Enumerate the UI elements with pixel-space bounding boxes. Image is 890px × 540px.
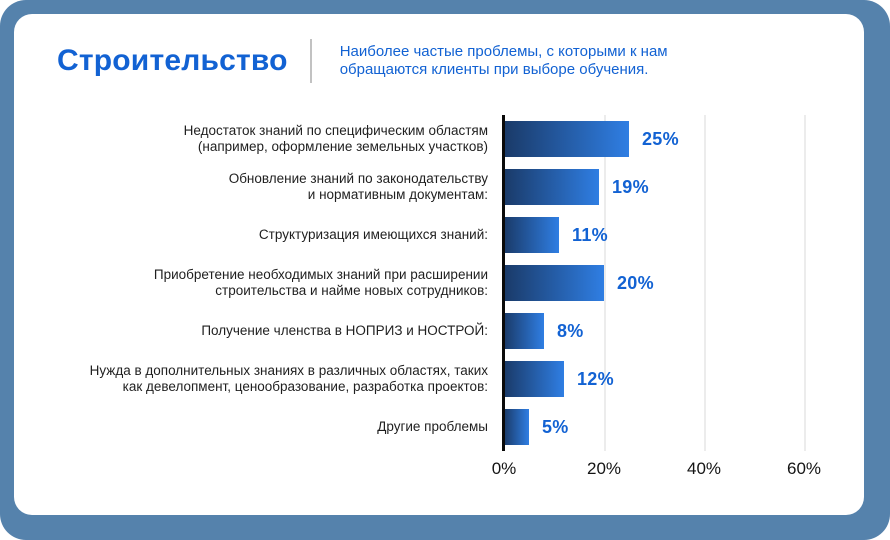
- bar-row: Нужда в дополнительных знаниях в различн…: [14, 361, 864, 397]
- bar: [504, 121, 629, 157]
- bar: [504, 409, 529, 445]
- x-axis: 0% 20% 40% 60%: [492, 459, 864, 485]
- value-label: 5%: [542, 416, 569, 437]
- bar-row: Обновление знаний по законодательству и …: [14, 169, 864, 205]
- bar-row: Приобретение необходимых знаний при расш…: [14, 265, 864, 301]
- gridline-20: [604, 115, 606, 451]
- category-label: Получение членства в НОПРИЗ и НОСТРОЙ:: [201, 323, 488, 338]
- bar-row: Получение членства в НОПРИЗ и НОСТРОЙ: 8…: [14, 313, 864, 349]
- bar: [504, 313, 544, 349]
- bar-row: Структуризация имеющихся знаний: 11%: [14, 217, 864, 253]
- bar-row: Другие проблемы 5%: [14, 409, 864, 445]
- gridline-40: [704, 115, 706, 451]
- value-label: 11%: [572, 224, 608, 245]
- chart-subtitle: Наиболее частые проблемы, с которыми к н…: [339, 43, 668, 78]
- value-label: 12%: [577, 368, 614, 389]
- bar: [504, 265, 604, 301]
- category-label: Структуризация имеющихся знаний:: [258, 227, 488, 242]
- category-label: Приобретение необходимых знаний при расш…: [153, 267, 488, 298]
- bar: [504, 361, 564, 397]
- value-label: 19%: [612, 176, 649, 197]
- category-label: Недостаток знаний по специфическим облас…: [183, 123, 488, 154]
- plot-area: Недостаток знаний по специфическим облас…: [14, 115, 864, 451]
- header-divider: [309, 39, 312, 83]
- gridline-60: [804, 115, 806, 451]
- grid-layer: [504, 115, 844, 451]
- value-label: 8%: [557, 320, 584, 341]
- x-axis-tick: 60%: [786, 459, 822, 478]
- x-axis-tick: 0%: [491, 459, 517, 478]
- y-axis-line: [502, 115, 505, 451]
- chart-card: Строительство Наиболее частые проблемы, …: [14, 14, 864, 515]
- bar: [504, 169, 599, 205]
- value-label: 25%: [642, 128, 679, 149]
- x-axis-tick: 20%: [586, 459, 622, 478]
- category-label: Нужда в дополнительных знаниях в различн…: [89, 363, 488, 394]
- bar: [504, 217, 559, 253]
- value-label: 20%: [617, 272, 654, 293]
- category-label: Другие проблемы: [377, 419, 488, 434]
- bar-chart: Недостаток знаний по специфическим облас…: [14, 115, 864, 485]
- bar-row: Недостаток знаний по специфическим облас…: [14, 121, 864, 157]
- x-axis-tick: 40%: [686, 459, 722, 478]
- header: Строительство Наиболее частые проблемы, …: [57, 39, 864, 83]
- category-label: Обновление знаний по законодательству и …: [228, 171, 488, 202]
- page-title: Строительство: [57, 44, 288, 77]
